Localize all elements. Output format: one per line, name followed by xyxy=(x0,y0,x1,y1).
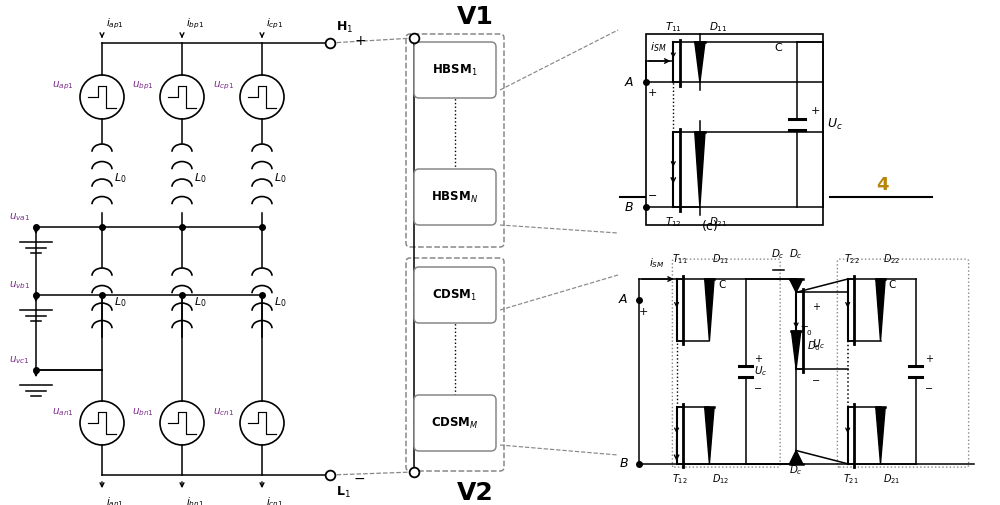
Polygon shape xyxy=(695,42,705,82)
Text: +: + xyxy=(354,34,366,48)
Text: $T_{11}$: $T_{11}$ xyxy=(665,20,682,34)
Text: L$_1$: L$_1$ xyxy=(336,485,351,500)
Text: $L_0$: $L_0$ xyxy=(274,295,287,309)
Text: $u_{cn1}$: $u_{cn1}$ xyxy=(213,406,234,418)
FancyBboxPatch shape xyxy=(414,42,496,98)
Text: $D_{22}$: $D_{22}$ xyxy=(883,252,901,266)
Text: $u_{vb1}$: $u_{vb1}$ xyxy=(9,279,30,291)
Polygon shape xyxy=(695,132,705,207)
Text: $T_{21}$: $T_{21}$ xyxy=(843,473,859,486)
Text: −: − xyxy=(925,384,933,393)
Text: H$_1$: H$_1$ xyxy=(336,20,353,35)
FancyBboxPatch shape xyxy=(672,259,780,467)
Polygon shape xyxy=(791,331,801,369)
FancyBboxPatch shape xyxy=(414,267,496,323)
Text: V1: V1 xyxy=(457,5,493,29)
Text: $L_0$: $L_0$ xyxy=(274,171,287,185)
Text: (c): (c) xyxy=(702,220,719,233)
Text: C: C xyxy=(718,280,726,289)
Text: $U_c$: $U_c$ xyxy=(754,365,767,378)
Text: $L_0$: $L_0$ xyxy=(114,295,127,309)
Text: −: − xyxy=(354,472,366,486)
Text: $u_{bp1}$: $u_{bp1}$ xyxy=(132,80,154,92)
Polygon shape xyxy=(705,408,714,464)
Text: $T_0$: $T_0$ xyxy=(800,324,812,338)
Text: $i_{cn1}$: $i_{cn1}$ xyxy=(266,495,283,505)
Text: $D_{11}$: $D_{11}$ xyxy=(712,252,730,266)
Text: C: C xyxy=(889,280,896,289)
Text: −: − xyxy=(812,376,820,386)
Text: $D_c$: $D_c$ xyxy=(771,247,785,261)
FancyBboxPatch shape xyxy=(837,259,969,467)
FancyBboxPatch shape xyxy=(646,34,823,225)
Text: V2: V2 xyxy=(457,481,493,505)
Text: $L_0$: $L_0$ xyxy=(194,295,207,309)
Text: $i_{SM}$: $i_{SM}$ xyxy=(649,257,664,270)
Text: CDSM$_1$: CDSM$_1$ xyxy=(432,287,478,302)
Text: $i_{bp1}$: $i_{bp1}$ xyxy=(186,17,204,31)
Text: +: + xyxy=(754,354,762,364)
Text: HBSM$_N$: HBSM$_N$ xyxy=(431,189,479,205)
Text: +: + xyxy=(812,301,820,312)
Text: $i_{bn1}$: $i_{bn1}$ xyxy=(186,495,204,505)
Text: 4: 4 xyxy=(876,176,888,194)
Text: $u_{ap1}$: $u_{ap1}$ xyxy=(52,80,74,92)
Text: $B$: $B$ xyxy=(624,201,634,214)
Text: $A$: $A$ xyxy=(624,76,634,89)
Text: +: + xyxy=(925,354,933,364)
Text: $i_{cp1}$: $i_{cp1}$ xyxy=(266,17,283,31)
Text: $D_{21}$: $D_{21}$ xyxy=(709,215,728,229)
Text: $T_{12}$: $T_{12}$ xyxy=(665,215,682,229)
Text: +: + xyxy=(639,307,648,317)
Polygon shape xyxy=(790,279,803,292)
Text: CDSM$_M$: CDSM$_M$ xyxy=(431,416,479,431)
Text: $D_{11}$: $D_{11}$ xyxy=(709,20,728,34)
Text: −: − xyxy=(754,384,762,393)
Text: $u_{va1}$: $u_{va1}$ xyxy=(9,211,30,223)
Text: $D_c$: $D_c$ xyxy=(789,247,803,261)
FancyBboxPatch shape xyxy=(414,395,496,451)
Text: $i_{SM}$: $i_{SM}$ xyxy=(650,40,666,54)
Text: HBSM$_1$: HBSM$_1$ xyxy=(432,63,478,78)
Text: $B$: $B$ xyxy=(619,458,629,470)
Text: $D_{12}$: $D_{12}$ xyxy=(712,473,730,486)
Text: $i_{an1}$: $i_{an1}$ xyxy=(106,495,124,505)
Text: $A$: $A$ xyxy=(618,293,629,306)
Text: $u_{an1}$: $u_{an1}$ xyxy=(52,406,74,418)
Text: $u_{cp1}$: $u_{cp1}$ xyxy=(213,80,234,92)
Text: $i_{ap1}$: $i_{ap1}$ xyxy=(106,17,124,31)
Text: $u_{bn1}$: $u_{bn1}$ xyxy=(132,406,154,418)
Text: $D_{21}$: $D_{21}$ xyxy=(883,473,901,486)
FancyBboxPatch shape xyxy=(414,169,496,225)
Text: $U_c$: $U_c$ xyxy=(812,337,826,350)
Polygon shape xyxy=(876,279,885,341)
Text: $D_c$: $D_c$ xyxy=(789,463,803,477)
Text: $L_0$: $L_0$ xyxy=(114,171,127,185)
Text: +: + xyxy=(810,106,820,116)
Polygon shape xyxy=(876,408,885,464)
Text: $T_{12}$: $T_{12}$ xyxy=(672,473,688,486)
Text: −: − xyxy=(648,191,657,200)
Text: $T_{22}$: $T_{22}$ xyxy=(844,252,859,266)
Text: $D_0$: $D_0$ xyxy=(807,340,821,353)
Text: $u_{vc1}$: $u_{vc1}$ xyxy=(9,354,30,366)
Polygon shape xyxy=(705,279,714,341)
Text: +: + xyxy=(648,88,657,98)
Text: $T_{11}$: $T_{11}$ xyxy=(672,252,688,266)
Text: $L_0$: $L_0$ xyxy=(194,171,207,185)
Text: 4: 4 xyxy=(666,176,678,194)
Polygon shape xyxy=(790,450,803,464)
Text: C: C xyxy=(774,43,782,53)
Text: $U_c$: $U_c$ xyxy=(827,117,843,132)
